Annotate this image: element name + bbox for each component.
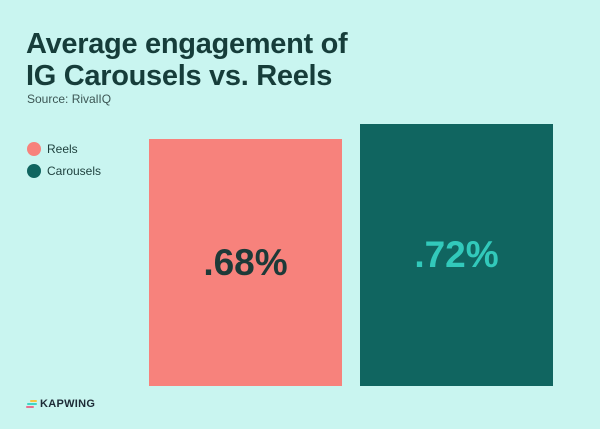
legend-item-carousels: Carousels	[27, 161, 101, 181]
legend-label-reels: Reels	[47, 142, 78, 156]
bar-carousels: .72%	[360, 124, 553, 386]
reels-color-dot-icon	[27, 142, 41, 156]
kapwing-logo-mark-icon	[26, 399, 37, 409]
kapwing-logo: KAPWING	[26, 398, 95, 410]
bar-value-carousels: .72%	[414, 234, 499, 275]
chart-title: Average engagement of IG Carousels vs. R…	[26, 28, 348, 92]
chart-source: Source: RivalIQ	[27, 92, 112, 106]
carousels-color-dot-icon	[27, 164, 41, 178]
legend-label-carousels: Carousels	[47, 164, 102, 178]
bar-reels: .68%	[149, 139, 342, 386]
title-line-2: IG Carousels vs. Reels	[26, 60, 333, 92]
legend-item-reels: Reels	[27, 139, 101, 159]
legend: Reels Carousels	[27, 139, 101, 183]
bar-value-reels: .68%	[203, 241, 288, 283]
kapwing-logo-text: KAPWING	[40, 398, 96, 410]
title-line-1: Average engagement of	[26, 28, 348, 60]
